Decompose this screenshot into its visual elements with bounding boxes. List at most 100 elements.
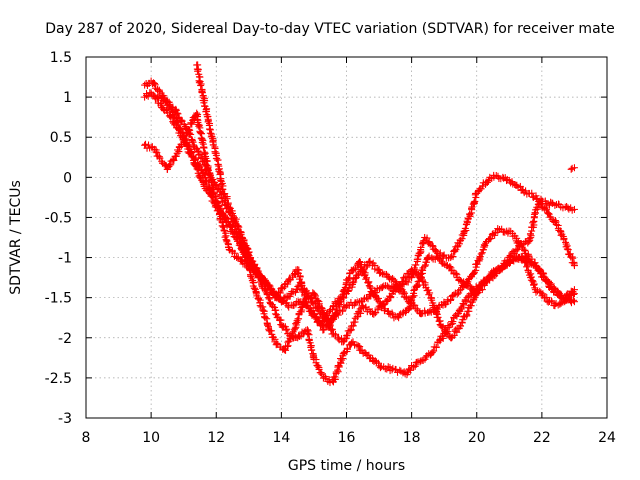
data-point-track-2 bbox=[285, 276, 293, 284]
data-point-track-1 bbox=[412, 261, 420, 269]
data-point-track-5 bbox=[428, 254, 436, 262]
data-point-track-5 bbox=[206, 129, 214, 137]
data-point-track-1 bbox=[570, 205, 578, 213]
data-point-track-4 bbox=[552, 221, 560, 229]
data-point-track-4 bbox=[346, 327, 354, 335]
data-point-track-2 bbox=[188, 153, 196, 161]
data-point-track-5 bbox=[439, 259, 447, 267]
data-point-track-5 bbox=[204, 118, 212, 126]
data-point-track-5 bbox=[388, 309, 396, 317]
data-point-track-3 bbox=[269, 303, 277, 311]
data-point-track-4 bbox=[387, 293, 395, 301]
data-point-track-4 bbox=[527, 232, 535, 240]
data-point-track-3 bbox=[354, 342, 362, 350]
data-point-track-3 bbox=[331, 373, 339, 381]
y-tick-label: -3 bbox=[58, 411, 72, 427]
data-point-track-2 bbox=[172, 119, 180, 127]
data-point-track-1 bbox=[151, 79, 159, 87]
data-point-track-2 bbox=[192, 162, 200, 170]
data-point-track-5 bbox=[446, 263, 454, 271]
data-point-track-5 bbox=[247, 257, 255, 265]
data-point-track-5 bbox=[320, 313, 328, 321]
data-point-track-4 bbox=[188, 137, 196, 145]
data-point-track-5 bbox=[481, 278, 489, 286]
data-point-track-5 bbox=[253, 264, 261, 272]
x-tick-label: 10 bbox=[142, 430, 160, 446]
data-point-track-2 bbox=[167, 113, 175, 121]
data-point-track-5 bbox=[375, 298, 383, 306]
data-point-track-5 bbox=[417, 270, 425, 278]
data-point-track-3 bbox=[343, 345, 351, 353]
data-point-track-5 bbox=[194, 67, 202, 75]
data-point-track-5 bbox=[395, 311, 403, 319]
data-point-track-5 bbox=[452, 269, 460, 277]
y-tick-label: -2.5 bbox=[45, 371, 72, 387]
data-point-track-3 bbox=[460, 301, 468, 309]
data-point-track-3 bbox=[554, 287, 562, 295]
data-point-track-4 bbox=[246, 266, 254, 274]
data-point-track-4 bbox=[536, 199, 544, 207]
data-point-track-4 bbox=[174, 110, 182, 118]
data-point-track-1 bbox=[471, 197, 479, 205]
data-point-track-5 bbox=[457, 276, 465, 284]
data-point-track-5 bbox=[219, 185, 227, 193]
data-point-track-5 bbox=[522, 258, 530, 266]
data-point-track-5 bbox=[416, 274, 424, 282]
data-point-track-3 bbox=[547, 280, 555, 288]
data-point-track-2 bbox=[400, 288, 408, 296]
data-point-track-3 bbox=[406, 366, 414, 374]
data-point-track-4 bbox=[177, 116, 185, 124]
data-point-track-2 bbox=[193, 165, 201, 173]
data-point-track-4 bbox=[349, 322, 357, 330]
x-tick-label: 12 bbox=[207, 430, 225, 446]
data-point-track-3 bbox=[339, 350, 347, 358]
data-point-track-3 bbox=[188, 120, 196, 128]
data-point-track-4 bbox=[165, 98, 173, 106]
data-point-track-5 bbox=[269, 287, 277, 295]
data-point-track-4 bbox=[537, 200, 545, 208]
data-point-track-4 bbox=[204, 165, 212, 173]
data-point-track-5 bbox=[414, 278, 422, 286]
data-point-track-5 bbox=[352, 264, 360, 272]
data-point-track-3 bbox=[271, 310, 279, 318]
data-point-track-4 bbox=[341, 335, 349, 343]
data-point-track-4 bbox=[551, 217, 559, 225]
y-tick-label: -1.5 bbox=[45, 291, 72, 307]
data-point-track-5 bbox=[374, 294, 382, 302]
data-point-track-3 bbox=[340, 349, 348, 357]
data-point-track-1 bbox=[282, 299, 290, 307]
data-point-track-3 bbox=[317, 368, 325, 376]
data-point-track-4 bbox=[163, 97, 171, 105]
data-point-track-4 bbox=[530, 210, 538, 218]
axes: 8 10 12 14 16 18 20 22 24 -3 -2.5 -2 -1.5 -1 -0.5 0 0.5 1… bbox=[45, 50, 616, 446]
data-point-track-1 bbox=[464, 214, 472, 222]
data-point-track-4 bbox=[247, 272, 255, 280]
data-point-track-3 bbox=[172, 152, 180, 160]
data-point-track-5 bbox=[345, 275, 353, 283]
data-point-track-5 bbox=[360, 268, 368, 276]
data-point-track-4 bbox=[261, 313, 269, 321]
data-point-track-4 bbox=[563, 245, 571, 253]
data-point-track-4 bbox=[197, 154, 205, 162]
data-point-track-2 bbox=[191, 161, 199, 169]
grid-lines bbox=[86, 57, 607, 418]
data-point-track-4 bbox=[214, 184, 222, 192]
data-point-track-3 bbox=[338, 356, 346, 364]
data-point-track-4 bbox=[343, 331, 351, 339]
data-point-track-4 bbox=[339, 338, 347, 346]
data-point-track-5 bbox=[324, 321, 332, 329]
data-point-track-3 bbox=[457, 305, 465, 313]
y-tick-label: 0.5 bbox=[50, 130, 72, 146]
data-point-track-4 bbox=[399, 278, 407, 286]
x-tick-label: 24 bbox=[598, 430, 616, 446]
data-point-track-1 bbox=[455, 240, 463, 248]
data-point-track-2 bbox=[278, 284, 286, 292]
data-point-track-5 bbox=[212, 155, 220, 163]
data-point-track-2 bbox=[487, 234, 495, 242]
data-point-track-4 bbox=[435, 317, 443, 325]
data-point-track-2 bbox=[391, 278, 399, 286]
data-point-track-5 bbox=[234, 222, 242, 230]
x-tick-label: 20 bbox=[468, 430, 486, 446]
data-point-track-4 bbox=[514, 245, 522, 253]
data-point-track-6 bbox=[567, 165, 575, 173]
